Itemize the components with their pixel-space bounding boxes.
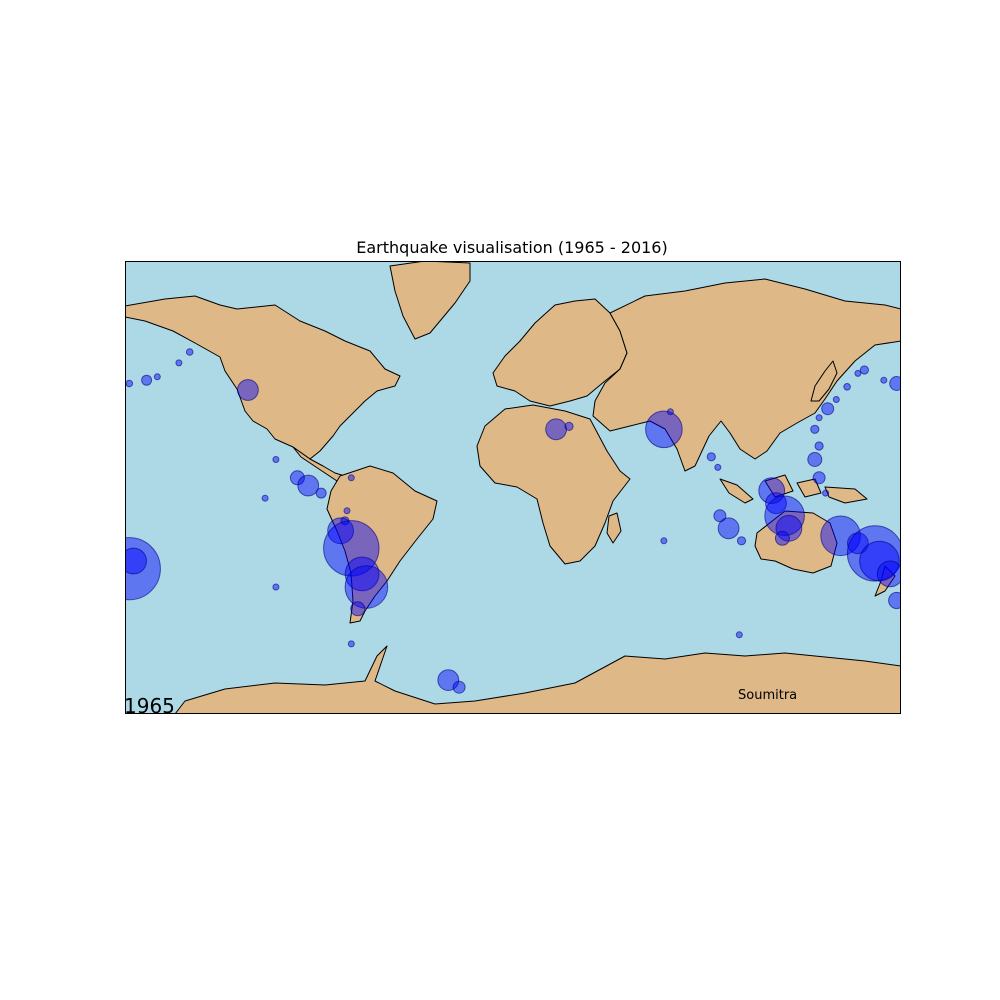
earthquake-marker [350, 601, 366, 617]
earthquake-marker [807, 452, 823, 467]
earthquake-marker [272, 583, 280, 591]
earthquake-marker [876, 560, 901, 588]
earthquake-marker [237, 379, 259, 401]
earthquake-marker [272, 456, 280, 463]
earthquake-marker [666, 408, 674, 416]
earthquake-marker [888, 591, 901, 610]
earthquake-marker [765, 492, 787, 515]
south-america [326, 465, 438, 624]
earthquake-markers [125, 348, 901, 694]
north-america [125, 295, 401, 460]
earthquake-marker [706, 452, 716, 462]
credit-label: Soumitra [738, 688, 798, 703]
earthquake-marker [815, 414, 823, 422]
earthquake-marker [859, 365, 870, 375]
earthquake-marker [315, 487, 327, 499]
earthquake-marker [564, 421, 574, 431]
earthquake-marker [774, 530, 790, 546]
earthquake-marker [545, 418, 568, 441]
earthquake-marker [814, 441, 824, 451]
earthquake-marker [843, 383, 851, 391]
africa [476, 404, 631, 565]
earthquake-marker [185, 348, 194, 356]
earthquake-marker [735, 631, 743, 639]
map-title: Earthquake visualisation (1965 - 2016) [356, 238, 668, 257]
earthquake-marker [125, 547, 147, 575]
antarctica [174, 645, 901, 714]
map-frame [125, 261, 901, 714]
madagascar [606, 512, 622, 544]
map-canvas [125, 261, 901, 714]
earthquake-marker [832, 396, 840, 403]
earthquake-marker [822, 489, 830, 497]
japan [810, 360, 838, 402]
earthquake-marker [717, 517, 740, 540]
earthquake-marker [261, 494, 269, 502]
earthquake-marker [880, 376, 888, 384]
earthquake-marker [344, 565, 389, 609]
earthquake-marker [820, 515, 861, 557]
earthquake-marker [153, 373, 161, 381]
earthquake-marker [812, 471, 826, 485]
earthquake-marker [343, 507, 351, 515]
earthquake-marker [452, 680, 466, 694]
year-label: 1965 [124, 694, 175, 718]
earthquake-marker [323, 520, 380, 577]
earthquake-marker [125, 537, 161, 601]
asia [592, 278, 901, 472]
earthquake-marker [327, 517, 355, 545]
earthquake-marker [889, 376, 901, 391]
earthquake-marker [847, 532, 869, 555]
australia [754, 510, 838, 574]
earthquake-marker [347, 640, 355, 648]
earthquake-marker [141, 374, 153, 386]
land-layer [125, 261, 901, 714]
world-map [125, 261, 901, 714]
earthquake-marker [660, 537, 668, 545]
earthquake-marker [344, 556, 380, 592]
earthquake-marker [854, 369, 862, 377]
earthquake-marker [297, 474, 320, 497]
earthquake-marker [645, 410, 683, 449]
earthquake-marker [175, 359, 183, 367]
indonesia [719, 474, 868, 504]
earthquake-marker [714, 463, 722, 471]
earthquake-marker [125, 379, 134, 388]
earthquake-marker [347, 474, 355, 482]
earthquake-marker [821, 402, 835, 416]
earthquake-marker [736, 536, 747, 546]
earthquake-marker [810, 424, 820, 434]
